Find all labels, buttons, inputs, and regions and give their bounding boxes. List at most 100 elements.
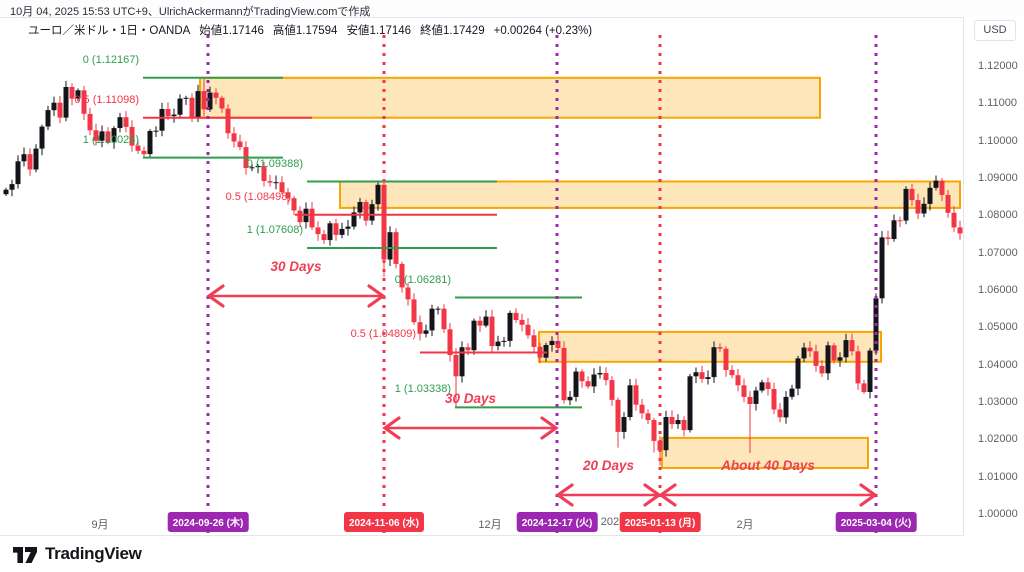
price-zone-0[interactable] [199,76,821,119]
candle [189,97,195,118]
candle [477,320,483,326]
candle [603,373,609,381]
candle [249,167,255,169]
price-zone-2[interactable] [538,330,882,363]
candle [129,126,135,146]
candle [615,399,621,432]
measure-arrow [658,483,878,507]
candle [729,370,735,376]
candle [897,220,903,222]
candle [765,382,771,389]
candle [759,382,765,391]
candle [699,372,705,379]
candle [267,181,273,183]
candle [117,117,123,128]
candle [219,97,225,109]
candle [261,166,267,181]
tradingview-logo[interactable]: TradingView [12,542,142,566]
time-tick-label: 2025 [600,516,626,528]
candle [513,312,519,320]
candle [753,390,759,404]
candle [273,182,279,184]
candle [123,117,129,127]
candle [147,131,153,155]
candle [141,150,147,155]
candle [3,189,9,195]
candle [561,347,567,401]
top-strip: 10月 04, 2025 15:53 UTC+9、UlrichAckermann… [0,0,1024,18]
candle [33,148,39,170]
candle [921,203,927,214]
candle [525,324,531,336]
candle [441,308,447,330]
candle [549,340,555,345]
time-tick-label: 2月 [736,519,754,531]
candle [363,202,369,221]
candle [81,90,87,114]
candle [597,373,603,375]
time-axis[interactable]: 9月 12月 2025 2月 2024-09-26 (木) 2024-11-06 (水) 2… [0,510,963,536]
candle [891,220,897,239]
chart-panel[interactable] [0,17,1024,536]
candle [495,341,501,347]
candle [399,263,405,288]
price-tick-label: 1.10000 [978,134,1018,147]
currency-button[interactable]: USD [974,20,1016,41]
candle [423,330,429,334]
candle [429,308,435,331]
candle [927,187,933,204]
legend-high: 高値1.17594 [272,25,338,37]
candle [555,340,561,348]
candle [9,184,15,190]
candle [345,226,351,229]
candle [843,340,849,358]
candle [153,130,159,132]
candle [639,404,645,414]
candle [375,184,381,205]
candle [573,371,579,397]
candle [357,202,363,213]
candle [669,417,675,425]
candle [237,141,243,148]
candle [57,102,63,118]
price-tick-label: 1.09000 [978,172,1018,184]
attribution-text: 10月 04, 2025 15:53 UTC+9、UlrichAckermann… [10,6,371,18]
candle [459,347,465,377]
measure-arrow [555,483,662,507]
candle [945,194,951,213]
price-zone-1[interactable] [339,180,961,209]
candle [417,322,423,334]
candle [855,351,861,384]
candle [309,208,315,228]
candle [681,420,687,431]
candle [819,365,825,374]
candlestick-chart[interactable] [0,18,1024,572]
candle [87,113,93,131]
candle [915,200,921,214]
candle [381,184,387,260]
candle [105,131,111,143]
price-tick-label: 1.04000 [978,358,1018,371]
candle [807,347,813,352]
candle [177,98,183,115]
candle [711,347,717,378]
candle [951,212,957,228]
candle [315,227,321,235]
candle [39,126,45,149]
price-zone-3[interactable] [661,436,869,469]
candle [255,166,261,168]
candle [783,396,789,418]
candle [333,223,339,235]
price-tick-label: 1.00000 [978,508,1018,520]
candle [717,347,723,349]
candle [159,109,165,131]
candle [165,109,171,117]
candle [867,350,873,392]
candle [93,130,99,141]
measure-arrow [206,284,386,308]
candle [435,308,441,310]
price-axis[interactable]: 1.12000 1.11000 1.10000 1.09000 1.08000 1.070… [963,17,1024,536]
candle [723,348,729,370]
candle [909,188,915,201]
